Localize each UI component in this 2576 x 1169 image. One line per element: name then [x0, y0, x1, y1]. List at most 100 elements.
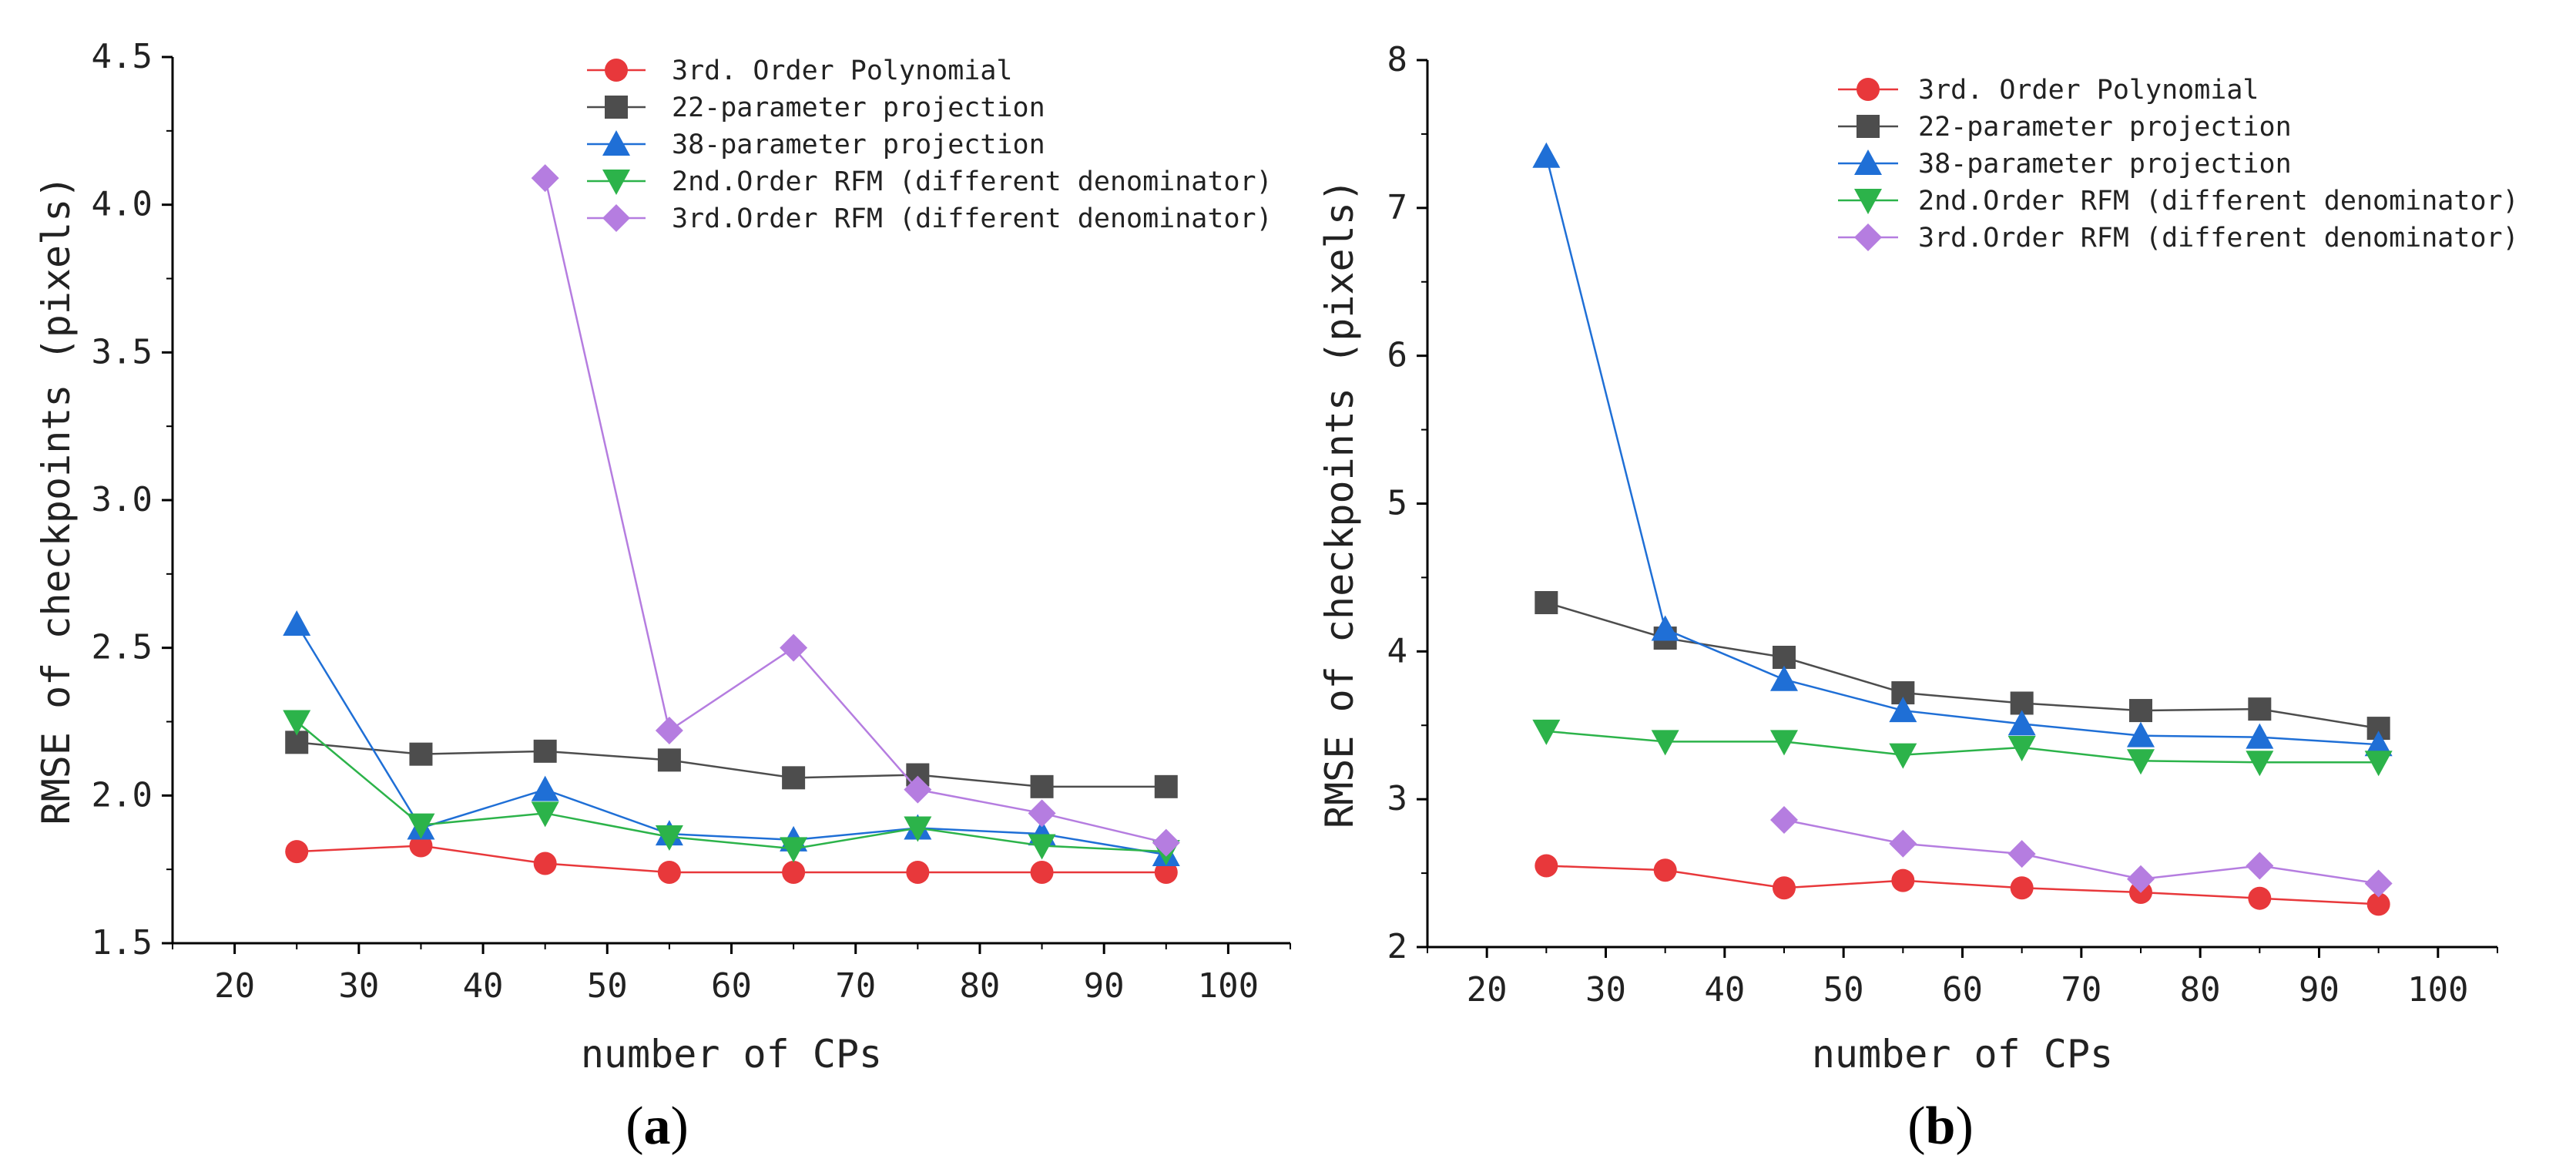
series-line — [1546, 865, 2379, 905]
x-tick-label: 30 — [338, 966, 379, 1006]
data-point — [1651, 730, 1679, 756]
y-tick-label: 3 — [1387, 779, 1408, 818]
legend-marker — [1854, 189, 1882, 214]
data-point — [2127, 749, 2155, 775]
y-tick-label: 7 — [1387, 188, 1408, 227]
data-point — [1773, 876, 1796, 900]
x-axis-title: number of CPs — [1812, 1032, 2113, 1077]
data-point — [2007, 710, 2036, 736]
data-point — [1889, 697, 1917, 723]
data-point — [1535, 591, 1558, 615]
data-point — [2129, 699, 2152, 723]
legend-label: 38-parameter projection — [672, 129, 1045, 160]
panel-label-paren-close: ) — [671, 1097, 689, 1156]
series-line — [1545, 601, 2379, 730]
data-point — [782, 766, 806, 790]
data-point — [283, 710, 311, 736]
x-tick-label: 40 — [463, 966, 504, 1006]
data-point — [409, 834, 433, 858]
y-tick-label: 1.5 — [92, 923, 153, 962]
x-tick-label: 70 — [2061, 970, 2101, 1009]
series-line — [297, 741, 1166, 788]
legend-label: 2nd.Order RFM (different denominator) — [1918, 186, 2519, 217]
series-line — [296, 721, 1166, 853]
data-point — [1154, 774, 1178, 798]
y-tick-label: 4 — [1387, 631, 1408, 670]
data-point — [2366, 892, 2390, 916]
data-point — [531, 164, 559, 193]
chart-panel-a: 20 30 40 50 60 70 80 90 100 1.5 2.0 2.5 3.0 3.5 4.0 4.5… — [34, 37, 1291, 1156]
panel-label: (a) — [626, 1097, 689, 1156]
data-point — [1653, 858, 1677, 882]
series-line — [1546, 730, 2379, 764]
x-tick-label: 30 — [1585, 970, 1626, 1009]
data-point — [657, 861, 681, 884]
data-point — [409, 742, 433, 766]
data-point — [283, 610, 311, 636]
data-point — [1535, 854, 1558, 878]
legend-label: 3rd. Order Polynomial — [1918, 75, 2259, 106]
data-point — [904, 816, 932, 842]
data-point — [1154, 861, 1178, 884]
x-tick-label: 20 — [214, 966, 255, 1006]
panel-label-paren-open: ( — [1907, 1097, 1925, 1156]
data-point — [1770, 806, 1798, 835]
data-point — [2007, 736, 2036, 762]
data-point — [2364, 751, 2393, 777]
data-point — [780, 837, 808, 863]
series-line — [544, 177, 1167, 844]
legend-marker — [1857, 78, 1880, 101]
data-point — [1889, 743, 1917, 769]
data-point — [407, 813, 435, 839]
data-point — [1532, 719, 1561, 745]
data-point — [2364, 869, 2393, 898]
data-point — [2248, 697, 2272, 721]
data-point — [285, 840, 309, 864]
data-point — [1770, 665, 1798, 691]
series-line — [297, 845, 1166, 874]
panel-label-paren-open: ( — [626, 1097, 643, 1156]
data-point — [2127, 721, 2155, 747]
data-point — [657, 748, 681, 772]
legend-label: 3rd.Order RFM (different denominator) — [672, 203, 1273, 234]
x-tick-label: 20 — [1467, 970, 1508, 1009]
x-tick-label: 80 — [959, 966, 1000, 1006]
legend-marker — [605, 59, 628, 82]
data-point — [2246, 852, 2274, 880]
x-tick-label: 60 — [711, 966, 752, 1006]
data-point — [1028, 799, 1056, 828]
legend-marker — [1854, 149, 1882, 175]
data-point — [2364, 731, 2393, 757]
y-axis-title: RMSE of checkpoints (pixels) — [34, 176, 79, 825]
series-line — [1783, 818, 2379, 885]
data-point — [1028, 834, 1056, 860]
x-tick-label: 70 — [835, 966, 876, 1006]
data-point — [2246, 751, 2274, 777]
data-point — [531, 801, 559, 828]
x-tick-label: 100 — [2407, 970, 2468, 1009]
y-tick-label: 2.5 — [92, 628, 153, 667]
data-point — [533, 739, 557, 763]
data-point — [1773, 646, 1796, 670]
y-axis-title: RMSE of checkpoints (pixels) — [1317, 179, 1362, 828]
panel-label: (b) — [1907, 1097, 1974, 1156]
data-point — [1891, 868, 1915, 892]
series-line — [1545, 156, 2379, 746]
data-point — [2127, 865, 2155, 893]
legend-marker — [1857, 115, 1880, 138]
data-point — [780, 633, 808, 662]
x-tick-label: 90 — [2299, 970, 2340, 1009]
data-point — [1651, 615, 1679, 641]
legend-marker — [602, 170, 630, 195]
y-tick-label: 2.0 — [92, 775, 153, 815]
legend-marker — [602, 204, 630, 232]
y-tick-label: 4.5 — [92, 37, 153, 76]
legend-marker — [605, 96, 628, 119]
x-tick-label: 80 — [2180, 970, 2221, 1009]
panel-label-paren-close: ) — [1955, 1097, 1973, 1156]
y-tick-label: 3.0 — [92, 480, 153, 519]
legend-label: 2nd.Order RFM (different denominator) — [672, 166, 1273, 197]
data-point — [2007, 840, 2036, 868]
data-point — [655, 717, 683, 744]
